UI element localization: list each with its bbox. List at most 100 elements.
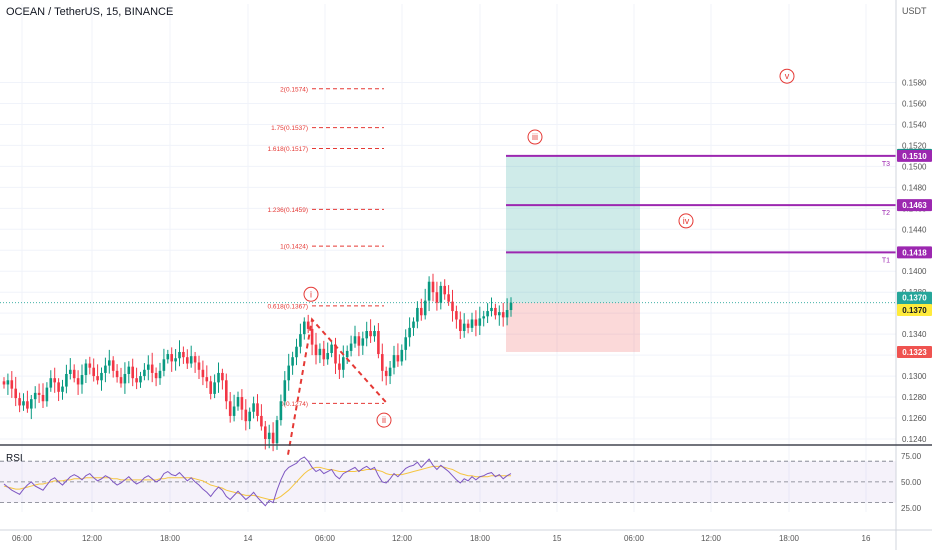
candle-body xyxy=(45,387,49,402)
candle-body xyxy=(80,375,84,385)
candle-body xyxy=(287,365,290,381)
wave-circle[interactable] xyxy=(779,68,795,84)
price-tick-label: 0.1260 xyxy=(902,414,927,423)
rsi-tick-label: 50.00 xyxy=(901,478,922,487)
rsi-pane[interactable] xyxy=(0,456,896,507)
fib-label: 1.618(0.1517) xyxy=(268,146,308,153)
candle-body xyxy=(197,362,201,370)
price-tick-label: 0.1240 xyxy=(902,435,927,444)
candle-body xyxy=(256,403,259,416)
candle-body xyxy=(439,285,443,303)
candle-body xyxy=(396,355,400,362)
candle-body xyxy=(166,354,170,360)
rsi-tick-label: 25.00 xyxy=(901,504,922,513)
time-tick-label: 12:00 xyxy=(82,534,103,543)
candle-body xyxy=(111,360,115,371)
candle-body xyxy=(482,316,485,319)
candle-body xyxy=(154,372,158,379)
candle-body xyxy=(443,285,446,295)
candle-body xyxy=(131,366,134,379)
candle-body xyxy=(420,307,423,316)
candle-body xyxy=(505,310,509,318)
wave-path-line[interactable] xyxy=(287,317,387,455)
price-tag-text: 0.1370 xyxy=(902,306,927,315)
rsi-tick-label: 75.00 xyxy=(901,452,922,461)
candle-body xyxy=(84,363,88,376)
candle-body xyxy=(115,370,119,378)
wave-label: iii xyxy=(532,132,538,142)
candle-body xyxy=(494,307,497,316)
candle-body xyxy=(10,380,14,389)
loss-zone[interactable] xyxy=(506,302,640,352)
time-tick-label: 16 xyxy=(862,534,871,543)
price-tag xyxy=(897,304,932,317)
elliott-wave-path[interactable] xyxy=(287,317,387,455)
price-tag-text: 0.1418 xyxy=(902,248,927,257)
price-tick-label: 0.1580 xyxy=(902,79,927,88)
candle-body xyxy=(240,397,244,410)
candle-body xyxy=(88,363,92,368)
candle-body xyxy=(451,301,454,312)
long-position-box[interactable] xyxy=(0,155,896,352)
candle-body xyxy=(349,343,353,351)
price-tick-label: 0.1280 xyxy=(902,393,927,402)
price-tag-text: 0.1510 xyxy=(902,152,927,161)
target-lines[interactable]: T3 T2 T1 xyxy=(506,154,896,264)
wave-circle[interactable] xyxy=(527,129,543,145)
price-tag xyxy=(897,199,932,212)
candle-body xyxy=(447,294,450,302)
price-tag xyxy=(897,149,932,162)
wave-circle[interactable] xyxy=(376,412,392,428)
candle-body xyxy=(147,364,150,370)
candle-body xyxy=(41,394,45,402)
candle-body xyxy=(353,336,357,344)
candle-body xyxy=(33,392,37,400)
time-tick-label: 12:00 xyxy=(701,534,722,543)
candle-body xyxy=(459,319,462,332)
profit-zone[interactable] xyxy=(506,155,640,303)
fib-label: 1.75(0.1537) xyxy=(271,125,308,132)
candle-body xyxy=(182,351,185,358)
wave-circle[interactable] xyxy=(678,213,694,229)
time-tick-label: 18:00 xyxy=(779,534,800,543)
candle-body xyxy=(232,406,236,416)
candle-body xyxy=(143,369,146,377)
price-tag xyxy=(897,345,932,358)
candle-body xyxy=(2,381,6,385)
candle-body xyxy=(49,378,53,388)
candle-body xyxy=(271,432,275,444)
candle-body xyxy=(104,365,107,373)
fibonacci-levels[interactable]: 2(0.1574) 1.75(0.1537) 1.618(0.1517) 1.236(… xyxy=(268,86,384,408)
candle-body xyxy=(193,356,197,363)
rsi-title[interactable]: RSI xyxy=(6,453,23,464)
candle-body xyxy=(295,346,298,358)
candle-body xyxy=(470,319,474,328)
candle-body xyxy=(299,334,302,347)
candle-body xyxy=(412,321,415,328)
candle-body xyxy=(338,363,341,370)
candle-body xyxy=(330,344,333,354)
time-tick-label: 18:00 xyxy=(470,534,491,543)
candle-body xyxy=(365,331,368,339)
price-tag-text: 0.1463 xyxy=(902,201,927,210)
candle-body xyxy=(65,373,68,387)
candle-body xyxy=(162,359,166,371)
candle-body xyxy=(217,372,220,383)
candle-body xyxy=(291,357,294,366)
candle-body xyxy=(303,321,306,335)
candle-body xyxy=(76,378,80,385)
candle-body xyxy=(14,388,17,399)
candle-body xyxy=(357,336,361,346)
candle-body xyxy=(509,302,513,311)
price-tick-label: 0.1540 xyxy=(902,120,927,129)
candle-body xyxy=(408,327,411,338)
fib-label: 1.236(0.1459) xyxy=(268,207,308,214)
candle-body xyxy=(123,373,127,384)
candle-body xyxy=(189,356,193,364)
wave-circle[interactable] xyxy=(303,286,319,302)
symbol-title[interactable]: OCEAN / TetherUS, 15, BINANCE xyxy=(6,6,174,18)
price-tags: 0.15110.15100.14630.14180.137003:400.137… xyxy=(897,148,932,358)
